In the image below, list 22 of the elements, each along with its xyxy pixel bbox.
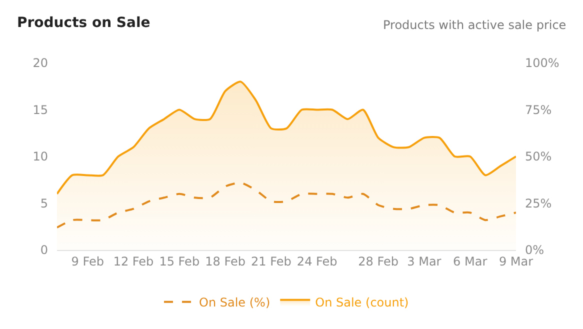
y-tick-label: 5: [40, 196, 48, 210]
x-tick-label: 12 Feb: [113, 254, 154, 268]
x-tick-label: 28 Feb: [358, 254, 398, 268]
chart-subtitle: Products with active sale price: [383, 18, 566, 32]
y-tick-label: 15: [32, 102, 48, 117]
x-tick-label: 24 Feb: [296, 254, 338, 268]
x-tick-label: 9 Feb: [71, 254, 104, 268]
x-tick-label: 18 Feb: [205, 254, 246, 268]
legend-label: On Sale (count): [315, 296, 409, 310]
chart-title: Products on Sale: [17, 14, 150, 31]
x-tick-label: 3 Mar: [407, 254, 442, 268]
y-tick-label: 20: [32, 56, 48, 70]
y2-tick-label: 25%: [525, 196, 552, 210]
x-tick-label: 15 Feb: [159, 254, 200, 268]
y-tick-label: 0: [40, 243, 48, 258]
x-tick-label: 6 Mar: [453, 254, 488, 268]
x-tick-label: 21 Feb: [251, 254, 292, 268]
y-tick-label: 10: [32, 150, 48, 164]
y2-tick-label: 100%: [525, 56, 560, 70]
legend-label: On Sale (%): [199, 296, 270, 310]
y2-tick-label: 50%: [525, 150, 552, 164]
y2-tick-label: 75%: [525, 102, 552, 117]
